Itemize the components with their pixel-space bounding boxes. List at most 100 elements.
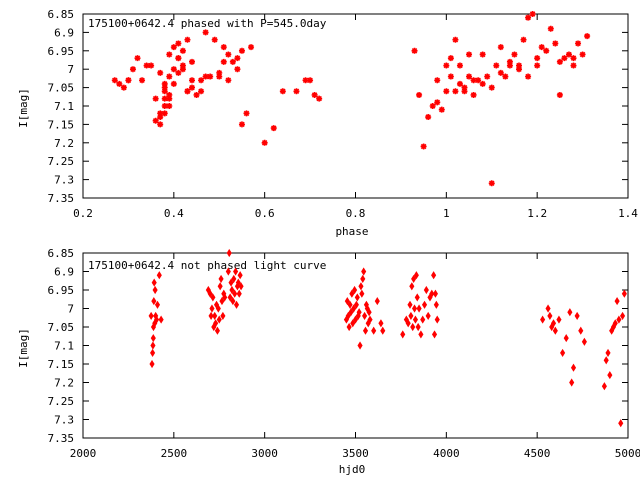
unphased-data-point xyxy=(151,297,157,306)
phased-data-point xyxy=(139,77,146,84)
phased-data-point xyxy=(261,139,268,146)
unphased-data-point xyxy=(412,315,419,324)
unphased-data-point xyxy=(414,293,420,302)
unphased-data-point xyxy=(371,326,377,335)
unphased-data-point xyxy=(621,289,627,298)
unphased-data-point xyxy=(208,311,214,320)
phased-data-point xyxy=(479,80,486,87)
unphased-y-tick-label: 6.95 xyxy=(48,284,75,297)
unphased-data-point xyxy=(350,319,356,328)
phased-data-point xyxy=(416,91,423,98)
unphased-data-point xyxy=(212,311,218,320)
phased-data-point xyxy=(134,55,141,62)
phased-data-point xyxy=(152,95,159,102)
phased-data-point xyxy=(166,73,173,80)
unphased-data-point xyxy=(354,293,360,302)
phased-y-tick-label: 6.95 xyxy=(48,45,75,58)
unphased-data-point xyxy=(209,304,215,313)
unphased-data-point xyxy=(619,311,626,320)
phased-data-point xyxy=(157,110,164,117)
unphased-data-point xyxy=(360,274,366,283)
phased-data-point xyxy=(493,62,500,69)
unphased-data-point xyxy=(233,300,240,309)
phased-data-point xyxy=(202,29,209,36)
phased-data-point xyxy=(470,91,477,98)
unphased-data-point xyxy=(415,322,421,332)
unphased-y-tick-label: 7.15 xyxy=(48,358,75,371)
phased-y-tick-label: 7.15 xyxy=(48,118,75,131)
phased-x-tick-label: 1.4 xyxy=(618,207,638,220)
phased-data-point xyxy=(225,51,232,58)
unphased-light-curve-panel: 175100+0642.4 not phased light curve hjd… xyxy=(17,247,640,476)
unphased-data-point xyxy=(214,326,220,335)
phased-data-point xyxy=(511,51,518,58)
phased-data-point xyxy=(216,69,223,76)
phased-data-point xyxy=(584,33,591,40)
unphased-data-point xyxy=(150,334,156,343)
unphased-data-point xyxy=(433,300,439,309)
phased-data-point xyxy=(248,44,255,51)
unphased-data-point xyxy=(347,300,353,309)
unphased-data-point xyxy=(434,315,440,324)
unphased-data-point xyxy=(150,348,156,357)
phased-data-point xyxy=(157,69,164,76)
phased-data-point xyxy=(302,77,309,84)
unphased-y-tick-label: 7 xyxy=(67,303,74,316)
phased-data-point xyxy=(434,77,441,84)
phased-data-point xyxy=(561,55,568,62)
phased-data-point xyxy=(479,51,486,58)
unphased-data-point xyxy=(409,282,415,291)
unphased-data-point xyxy=(149,359,155,369)
unphased-data-point xyxy=(411,274,417,283)
phased-data-point xyxy=(161,95,168,102)
phased-data-point xyxy=(488,180,495,187)
unphased-data-point xyxy=(352,315,359,324)
phased-data-point xyxy=(161,80,168,87)
unphased-data-point xyxy=(217,282,223,291)
phased-data-point xyxy=(425,114,432,121)
unphased-data-point xyxy=(416,304,422,313)
phased-data-point xyxy=(475,77,482,84)
phased-data-point xyxy=(516,66,522,73)
phased-data-point xyxy=(502,73,509,80)
unphased-data-point xyxy=(411,304,418,313)
phased-data-point xyxy=(166,51,173,58)
phased-data-point xyxy=(161,84,168,91)
unphased-data-point xyxy=(352,285,358,295)
phased-data-point xyxy=(456,80,463,87)
unphased-y-tick-label: 7.2 xyxy=(54,377,74,390)
unphased-data-point xyxy=(210,293,216,302)
phased-y-tick-label: 6.9 xyxy=(54,26,74,39)
unphased-x-tick-label: 5000 xyxy=(615,447,640,460)
unphased-data-point xyxy=(413,271,419,280)
unphased-data-point xyxy=(614,297,620,306)
unphased-plot-title: 175100+0642.4 not phased light curve xyxy=(88,259,326,272)
unphased-data-point xyxy=(547,311,553,320)
unphased-data-point xyxy=(346,322,352,332)
phased-data-point xyxy=(506,58,513,65)
unphased-y-tick-label: 7.3 xyxy=(54,414,74,427)
unphased-data-point xyxy=(207,289,213,298)
phased-data-point xyxy=(184,36,191,43)
unphased-data-point xyxy=(213,319,219,328)
unphased-data-point xyxy=(408,311,414,320)
unphased-y-axis-title: I[mag] xyxy=(17,328,30,368)
phased-data-point xyxy=(520,36,527,43)
unphased-data-point xyxy=(400,330,406,339)
unphased-data-point xyxy=(344,297,350,306)
unphased-data-point xyxy=(431,330,438,339)
phased-x-tick-label: 0.4 xyxy=(164,207,184,220)
unphased-data-point xyxy=(378,319,384,328)
unphased-data-point xyxy=(225,267,231,276)
phased-data-point xyxy=(497,69,504,76)
phased-data-point xyxy=(470,77,477,84)
unphased-data-point xyxy=(229,285,235,295)
phased-data-point xyxy=(488,84,495,91)
phased-data-point xyxy=(161,103,168,109)
phased-data-point xyxy=(279,88,286,95)
unphased-x-tick-label: 2000 xyxy=(70,447,97,460)
unphased-data-point xyxy=(353,300,359,309)
unphased-data-point xyxy=(405,319,411,328)
phased-data-point xyxy=(198,77,205,84)
